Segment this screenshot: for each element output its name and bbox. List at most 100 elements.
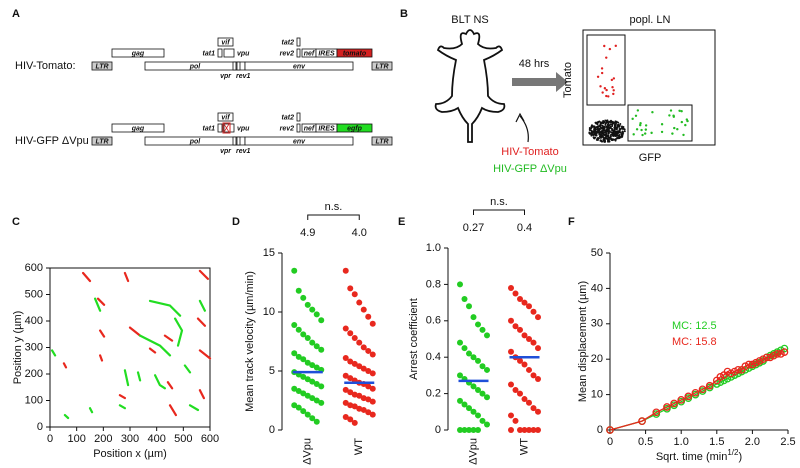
- point: [457, 397, 463, 404]
- point: [318, 399, 325, 406]
- flow-dot: [651, 110, 654, 114]
- flow-dot: [593, 125, 596, 128]
- point: [291, 402, 298, 409]
- flow-dot: [669, 109, 673, 112]
- gene-box: [236, 136, 241, 146]
- reporter-box: [336, 123, 373, 133]
- flow-dot: [605, 132, 608, 135]
- y-tick-label: 0.4: [426, 351, 441, 363]
- x-tick-label: 600: [201, 433, 219, 445]
- flow-dot: [603, 126, 606, 129]
- point: [461, 345, 468, 352]
- annotation: MC: 15.8: [672, 336, 717, 348]
- point: [470, 314, 477, 321]
- construct-name: HIV-GFP ΔVpu: [15, 135, 89, 147]
- flow-dot: [612, 138, 615, 141]
- gene-box: [223, 48, 235, 58]
- x-axis-label: GFP: [639, 152, 662, 164]
- point: [309, 415, 316, 422]
- point: [526, 336, 532, 342]
- flow-dot: [612, 92, 615, 96]
- point: [318, 383, 325, 390]
- point: [313, 380, 320, 387]
- pointer: [519, 115, 529, 143]
- point: [295, 326, 302, 333]
- y-tick-label: 200: [25, 368, 43, 380]
- panel-label: B: [400, 8, 408, 20]
- flow-dot: [604, 122, 607, 125]
- point: [291, 385, 298, 392]
- mean-label: 4.0: [352, 227, 367, 239]
- gene-label: LTR: [95, 138, 108, 145]
- flow-dot: [640, 128, 643, 132]
- flow-dot: [590, 134, 593, 137]
- y-tick-label: 100: [25, 394, 43, 406]
- point: [470, 427, 477, 433]
- point: [698, 385, 707, 394]
- flow-dot: [605, 94, 608, 98]
- gene-label: env: [293, 63, 306, 70]
- gene-box: [296, 37, 301, 47]
- point: [318, 317, 325, 324]
- point: [521, 299, 528, 306]
- gene-box: [217, 112, 234, 122]
- track: [51, 297, 206, 420]
- y-axis-label: Mean track velocity (µm/min): [244, 271, 256, 412]
- flow-dot: [607, 122, 610, 125]
- x-tick-label: 500: [174, 433, 192, 445]
- significance: n.s.: [325, 201, 343, 213]
- point: [313, 364, 320, 371]
- point: [606, 426, 614, 434]
- point: [652, 408, 661, 417]
- point: [508, 348, 514, 355]
- point: [347, 330, 354, 337]
- mean-label: 0.27: [463, 222, 484, 234]
- point: [470, 408, 477, 415]
- point: [300, 331, 307, 338]
- gene-label: tat2: [282, 114, 295, 121]
- flow-dot: [600, 71, 604, 75]
- gene-box: [232, 61, 237, 71]
- y-tick-label: 40: [591, 282, 603, 294]
- flow-dot: [601, 127, 604, 130]
- y-tick-label: 1.0: [426, 242, 441, 254]
- flow-dot: [599, 139, 602, 142]
- flow-dot: [597, 137, 600, 140]
- point: [347, 416, 354, 423]
- y-tick-label: 0: [269, 424, 275, 436]
- point: [762, 353, 771, 362]
- flow-dot: [604, 119, 607, 122]
- y-tick-label: 10: [263, 306, 275, 318]
- point: [347, 358, 354, 365]
- gene-label: LTR: [375, 63, 388, 70]
- flow-dot: [611, 123, 614, 126]
- flow-dot: [684, 123, 687, 127]
- point: [530, 372, 537, 379]
- point: [295, 404, 302, 411]
- flow-dot: [641, 133, 644, 137]
- point: [351, 419, 358, 426]
- y-tick-label: 50: [591, 247, 603, 259]
- flow-dot: [601, 140, 604, 143]
- y-tick-label: 300: [25, 341, 43, 353]
- flow-dot: [599, 121, 602, 124]
- panel-label: D: [232, 216, 240, 228]
- legend-text: HIV-Tomato: [501, 146, 558, 158]
- point: [484, 366, 490, 373]
- mean-label: 4.9: [300, 227, 315, 239]
- flow-dot: [680, 120, 684, 124]
- point: [517, 326, 523, 333]
- flow-dot: [623, 130, 626, 133]
- point: [484, 394, 490, 401]
- point: [512, 417, 519, 424]
- panel-label: A: [12, 8, 20, 20]
- point: [360, 395, 367, 402]
- flow-dot: [609, 123, 612, 126]
- y-tick-label: 10: [591, 389, 603, 401]
- gene-label: IRES: [318, 50, 335, 57]
- flow-dot: [599, 85, 602, 88]
- flow-dot: [606, 126, 609, 129]
- y-tick-label: 15: [263, 247, 275, 259]
- gene-label: tat1: [203, 50, 216, 57]
